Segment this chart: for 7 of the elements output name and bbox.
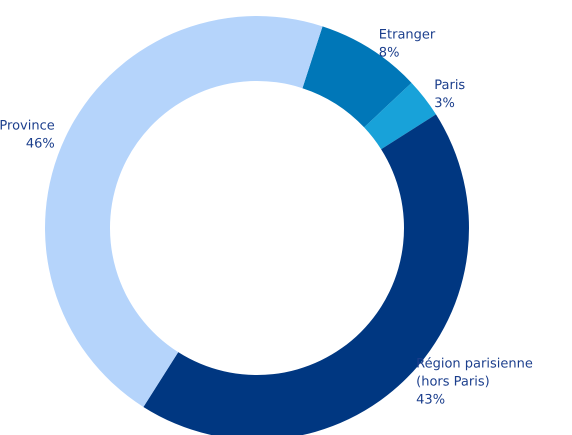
data-label: 3%: [434, 96, 455, 111]
slice-label: Etranger: [378, 27, 436, 42]
data-label: 46%: [26, 136, 55, 152]
slice-label: Province: [0, 118, 55, 134]
data-label: 8%: [378, 45, 400, 60]
slice-label: Paris: [434, 78, 466, 93]
data-label: 43%: [416, 392, 446, 408]
